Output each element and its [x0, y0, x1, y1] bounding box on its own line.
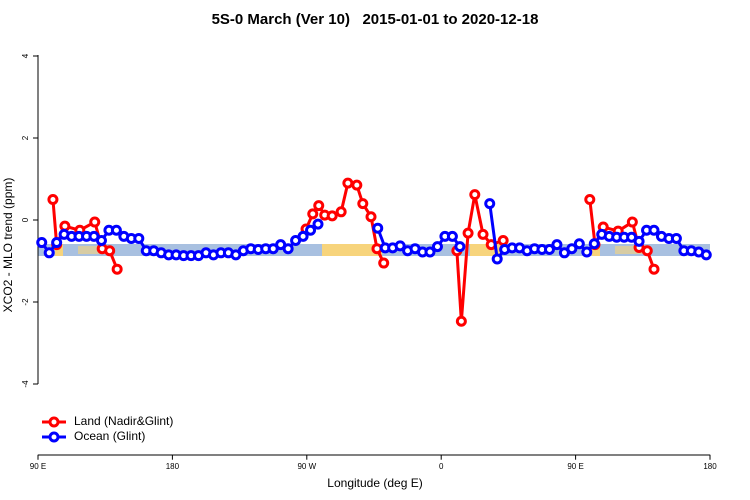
data-point — [43, 247, 55, 259]
data-point — [700, 249, 712, 261]
data-point — [566, 243, 578, 255]
data-point — [633, 235, 645, 247]
data-point — [491, 253, 503, 265]
data-point — [313, 200, 325, 212]
y-tick-label: 0 — [21, 217, 30, 222]
data-point — [455, 315, 467, 327]
data-point — [394, 240, 406, 252]
data-point — [648, 263, 660, 275]
data-point — [89, 216, 101, 228]
data-point — [584, 194, 596, 205]
y-axis-label: XCO2 - MLO trend (ppm) — [1, 178, 15, 313]
x-tick-label: 180 — [703, 462, 717, 471]
data-point — [351, 179, 363, 191]
legend: Land (Nadir&Glint)Ocean (Glint) — [42, 414, 173, 443]
y-tick-label: 4 — [21, 53, 30, 58]
data-point — [282, 243, 294, 255]
data-point — [342, 177, 354, 189]
data-point — [326, 210, 338, 222]
data-point — [111, 263, 123, 275]
data-point — [372, 222, 384, 234]
chart-title: 5S-0 March (Ver 10) 2015-01-01 to 2020-1… — [212, 11, 539, 28]
x-tick-label: 90 E — [567, 462, 583, 471]
legend-label: Ocean (Glint) — [74, 429, 145, 443]
data-point — [95, 235, 107, 246]
x-axis-label: Longitude (deg E) — [327, 476, 422, 490]
data-point — [462, 227, 474, 239]
data-point — [307, 208, 319, 220]
data-point — [551, 239, 563, 251]
data-point — [305, 224, 317, 236]
legend-marker — [48, 431, 60, 443]
x-tick-label: 90 E — [30, 462, 46, 471]
y-tick-label: -4 — [21, 380, 30, 388]
land-band — [55, 244, 63, 256]
land-band — [615, 246, 645, 254]
data-point — [104, 245, 116, 257]
x-tick-label: 180 — [166, 462, 180, 471]
data-point — [47, 194, 59, 205]
data-point — [335, 206, 347, 218]
data-point — [51, 237, 63, 249]
series-line — [51, 181, 656, 322]
land-band — [78, 246, 108, 254]
data-point — [573, 238, 585, 250]
data-point — [378, 257, 390, 269]
data-point — [497, 235, 509, 246]
y-tick-label: 2 — [21, 135, 30, 140]
legend-label: Land (Nadir&Glint) — [74, 414, 173, 428]
x-tick-label: 0 — [439, 462, 444, 471]
legend-marker — [48, 416, 60, 428]
data-point — [484, 198, 496, 210]
data-point — [110, 224, 122, 236]
data-point — [477, 228, 489, 240]
data-point — [670, 232, 682, 244]
data-point — [641, 245, 653, 257]
data-point — [454, 241, 466, 253]
y-tick-label: -2 — [21, 298, 30, 306]
data-point — [357, 198, 369, 210]
data-point — [312, 218, 324, 230]
data-point — [133, 232, 145, 244]
data-point — [365, 211, 377, 223]
data-point — [469, 189, 481, 201]
land-band — [322, 244, 382, 256]
data-point — [588, 238, 600, 250]
x-tick-label: 90 W — [297, 462, 316, 471]
data-point — [626, 216, 638, 228]
data-point — [297, 230, 309, 242]
data-point — [543, 244, 555, 256]
data-point — [36, 237, 48, 249]
data-point — [424, 246, 436, 258]
data-point — [431, 241, 443, 253]
data-point — [648, 224, 660, 236]
data-point — [581, 246, 593, 258]
data-point — [446, 230, 458, 242]
